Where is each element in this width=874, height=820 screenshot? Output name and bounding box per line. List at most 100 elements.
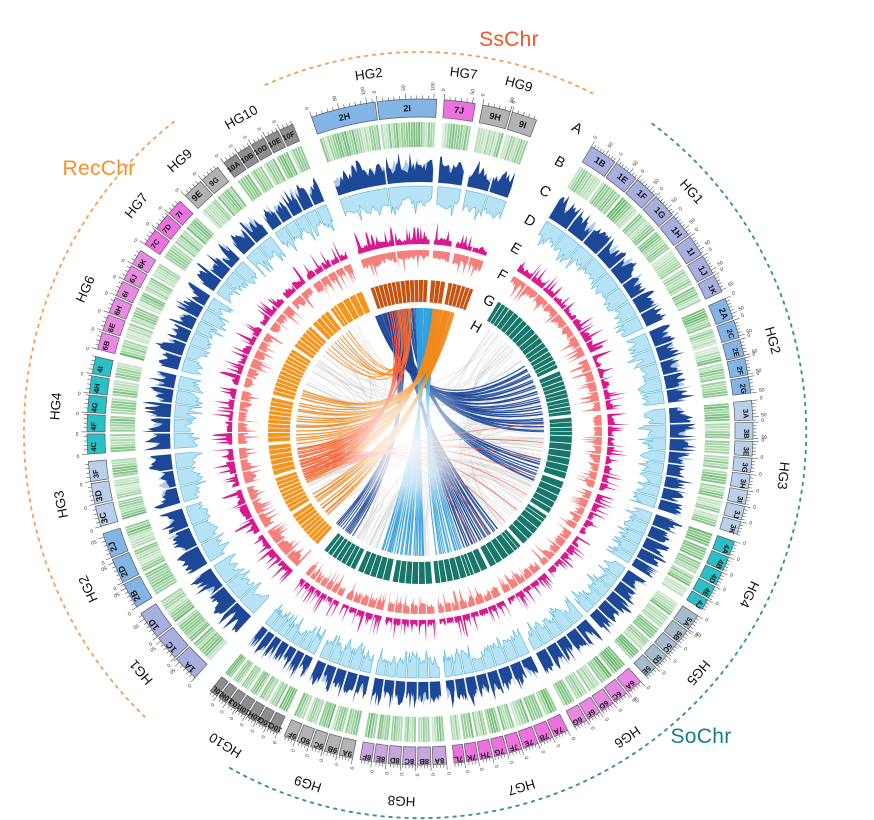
heatmap-stripe	[346, 130, 354, 156]
hist-c-10L	[249, 626, 268, 648]
chromosome-block-10H	[246, 700, 265, 722]
heatmap-stripe	[397, 716, 401, 742]
hist-f-4F	[238, 422, 259, 432]
heatmap-bg-1E	[588, 181, 621, 215]
ring-g-segment-4A	[540, 474, 564, 489]
heatmap-stripe	[700, 482, 726, 489]
axis-tick	[741, 344, 746, 347]
axis-tick	[94, 517, 99, 520]
heatmap-stripe	[535, 691, 548, 716]
heatmap-stripe	[485, 130, 494, 156]
axis-tick-label: 0	[91, 325, 96, 332]
axis-tick	[188, 186, 192, 190]
heatmap-bg-6E	[124, 322, 154, 346]
axis-tick	[269, 729, 272, 734]
axis-tick	[87, 379, 92, 381]
area-d-10E	[305, 209, 323, 237]
heatmap-stripe	[684, 535, 709, 547]
axis-tick	[131, 258, 135, 261]
axis-tick	[84, 481, 91, 483]
heatmap-stripe	[704, 450, 730, 455]
heatmap-bg-1B	[566, 166, 602, 201]
axis-tick	[185, 671, 189, 675]
hist-f-10F	[343, 263, 357, 285]
axis-tick-label: 0	[720, 267, 725, 274]
heatmap-stripe	[585, 179, 602, 201]
chromosome-block-3G	[732, 456, 753, 473]
hist-f-9F	[345, 580, 357, 601]
heatmap-stripe	[603, 194, 621, 215]
area-d-2D	[192, 519, 219, 544]
hist-c-5D	[598, 600, 621, 623]
hist-f-7B	[484, 589, 493, 602]
heatmap-stripe	[642, 608, 664, 626]
heatmap-stripe	[675, 556, 699, 570]
area-d-4H	[175, 390, 204, 407]
area-d-4D	[617, 525, 644, 546]
axis-tick-label: 0	[126, 610, 132, 617]
chromosome-block-7H	[476, 739, 493, 760]
heatmap-stripe	[347, 709, 356, 734]
axis-tick	[710, 594, 714, 598]
axis-tick-label: 100	[360, 86, 367, 95]
axis-tick	[674, 646, 678, 649]
heatmap-stripe	[518, 698, 530, 723]
hist-f-8C	[410, 597, 418, 614]
heatmap-stripe	[569, 167, 584, 191]
hist-e-8A	[427, 619, 437, 642]
hist-f-5E	[530, 548, 549, 566]
ring-g-segment-3B	[549, 427, 572, 432]
hist-c-2J	[159, 508, 189, 535]
axis-tick	[83, 392, 90, 394]
axis-tick-label: 0	[289, 748, 296, 753]
axis-tick	[96, 339, 100, 341]
ring-g-segment-7A	[472, 548, 488, 571]
heatmap-stripe	[638, 233, 660, 251]
heatmap-stripe	[141, 556, 165, 570]
hg-label-so-HG2: HG2	[762, 325, 784, 356]
heatmap-stripe	[703, 457, 729, 462]
axis-tick	[173, 658, 177, 662]
heatmap-stripe	[698, 489, 724, 497]
heatmap-stripe	[129, 323, 154, 334]
axis-tick	[724, 566, 729, 568]
hist-c-7I	[217, 243, 240, 268]
heatmap-stripe	[503, 135, 514, 161]
axis-tick	[740, 341, 745, 343]
axis-tick	[170, 657, 176, 662]
axis-tick-label: 0	[214, 152, 221, 158]
section-ring-track-g	[267, 279, 573, 585]
axis-tick	[262, 131, 266, 138]
hist-c-5E	[589, 608, 615, 635]
axis-tick	[525, 747, 528, 752]
heatmap-stripe	[117, 495, 143, 504]
axis-tick	[311, 747, 314, 751]
axis-tick	[580, 723, 583, 727]
chromosome-block-9D	[296, 724, 316, 747]
chromosome-label-3B: 3B	[742, 429, 751, 439]
axis-tick-label: 0	[83, 504, 87, 511]
axis-tick	[86, 372, 93, 374]
heatmap-stripe	[283, 152, 297, 177]
ring-g-segment-10J	[332, 538, 348, 559]
chromosome-block-1G	[642, 196, 673, 227]
axis-tick	[721, 572, 728, 576]
heatmap-stripe	[554, 682, 569, 706]
axis-tick-label: 0	[756, 488, 760, 494]
axis-tick	[591, 141, 595, 147]
axis-tick	[267, 131, 270, 136]
hist-c-3A	[668, 407, 694, 424]
axis-tick-label: 0	[758, 472, 762, 478]
ring-g-segment-7I	[305, 329, 324, 347]
axis-tick	[610, 704, 613, 709]
axis-tick	[567, 730, 571, 736]
heatmap-stripe	[696, 358, 722, 367]
axis-tick	[174, 661, 180, 667]
heatmap-stripe	[649, 599, 672, 616]
heatmap-stripe	[697, 495, 723, 504]
area-d-3J	[636, 481, 661, 498]
heatmap-stripe	[484, 709, 492, 735]
hist-f-8B	[418, 591, 426, 614]
ring-g-segment-1C	[300, 512, 320, 529]
heatmap-stripe	[425, 716, 428, 742]
